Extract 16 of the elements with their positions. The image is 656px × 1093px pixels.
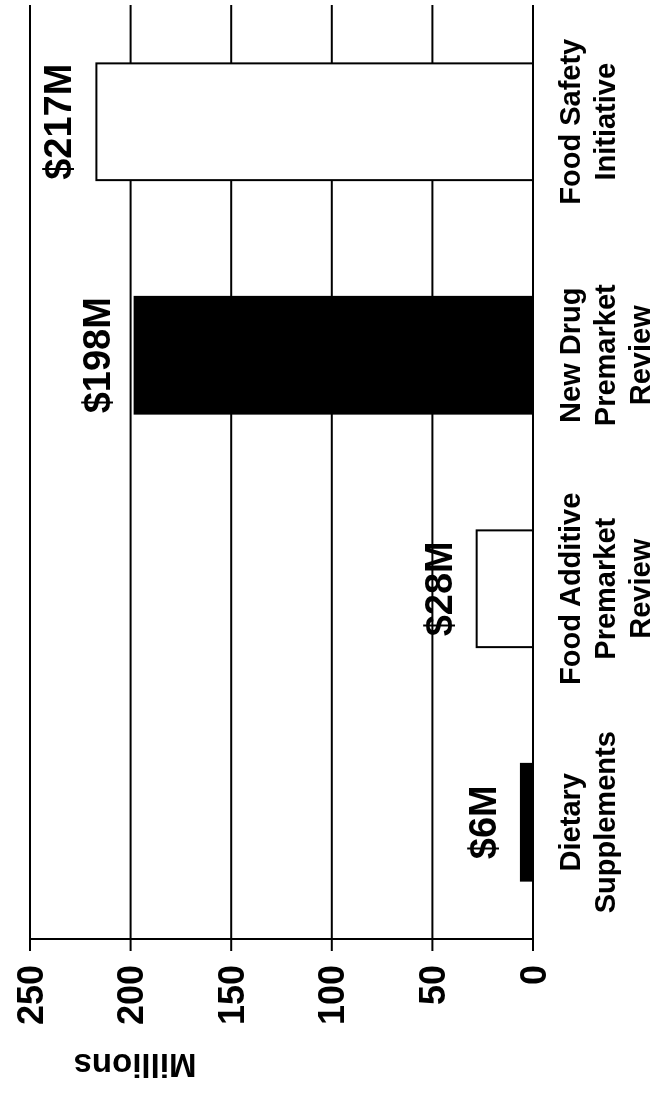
data-label: $6M: [461, 785, 504, 860]
y-tick-label: New Drug Premarket Review: [554, 283, 656, 427]
y-tick-label: Dietary Supplements: [554, 731, 621, 914]
x-tick-label: 200: [110, 965, 152, 1026]
x-tick-label: 150: [210, 965, 252, 1026]
x-axis-title: Millions: [73, 1047, 197, 1085]
data-label: $28M: [417, 541, 460, 637]
data-label: $217M: [37, 63, 80, 180]
x-tick-label: 0: [512, 965, 554, 986]
x-tick-label: 250: [9, 965, 51, 1026]
x-tick-label: 100: [311, 965, 353, 1026]
y-tick-label: Food Safety Initiative: [554, 38, 621, 205]
bar: [475, 529, 534, 649]
data-label: $198M: [75, 297, 118, 414]
x-tick-label: 50: [412, 965, 453, 1006]
y-tick-label: Food Additive Premarket Review: [554, 492, 656, 685]
